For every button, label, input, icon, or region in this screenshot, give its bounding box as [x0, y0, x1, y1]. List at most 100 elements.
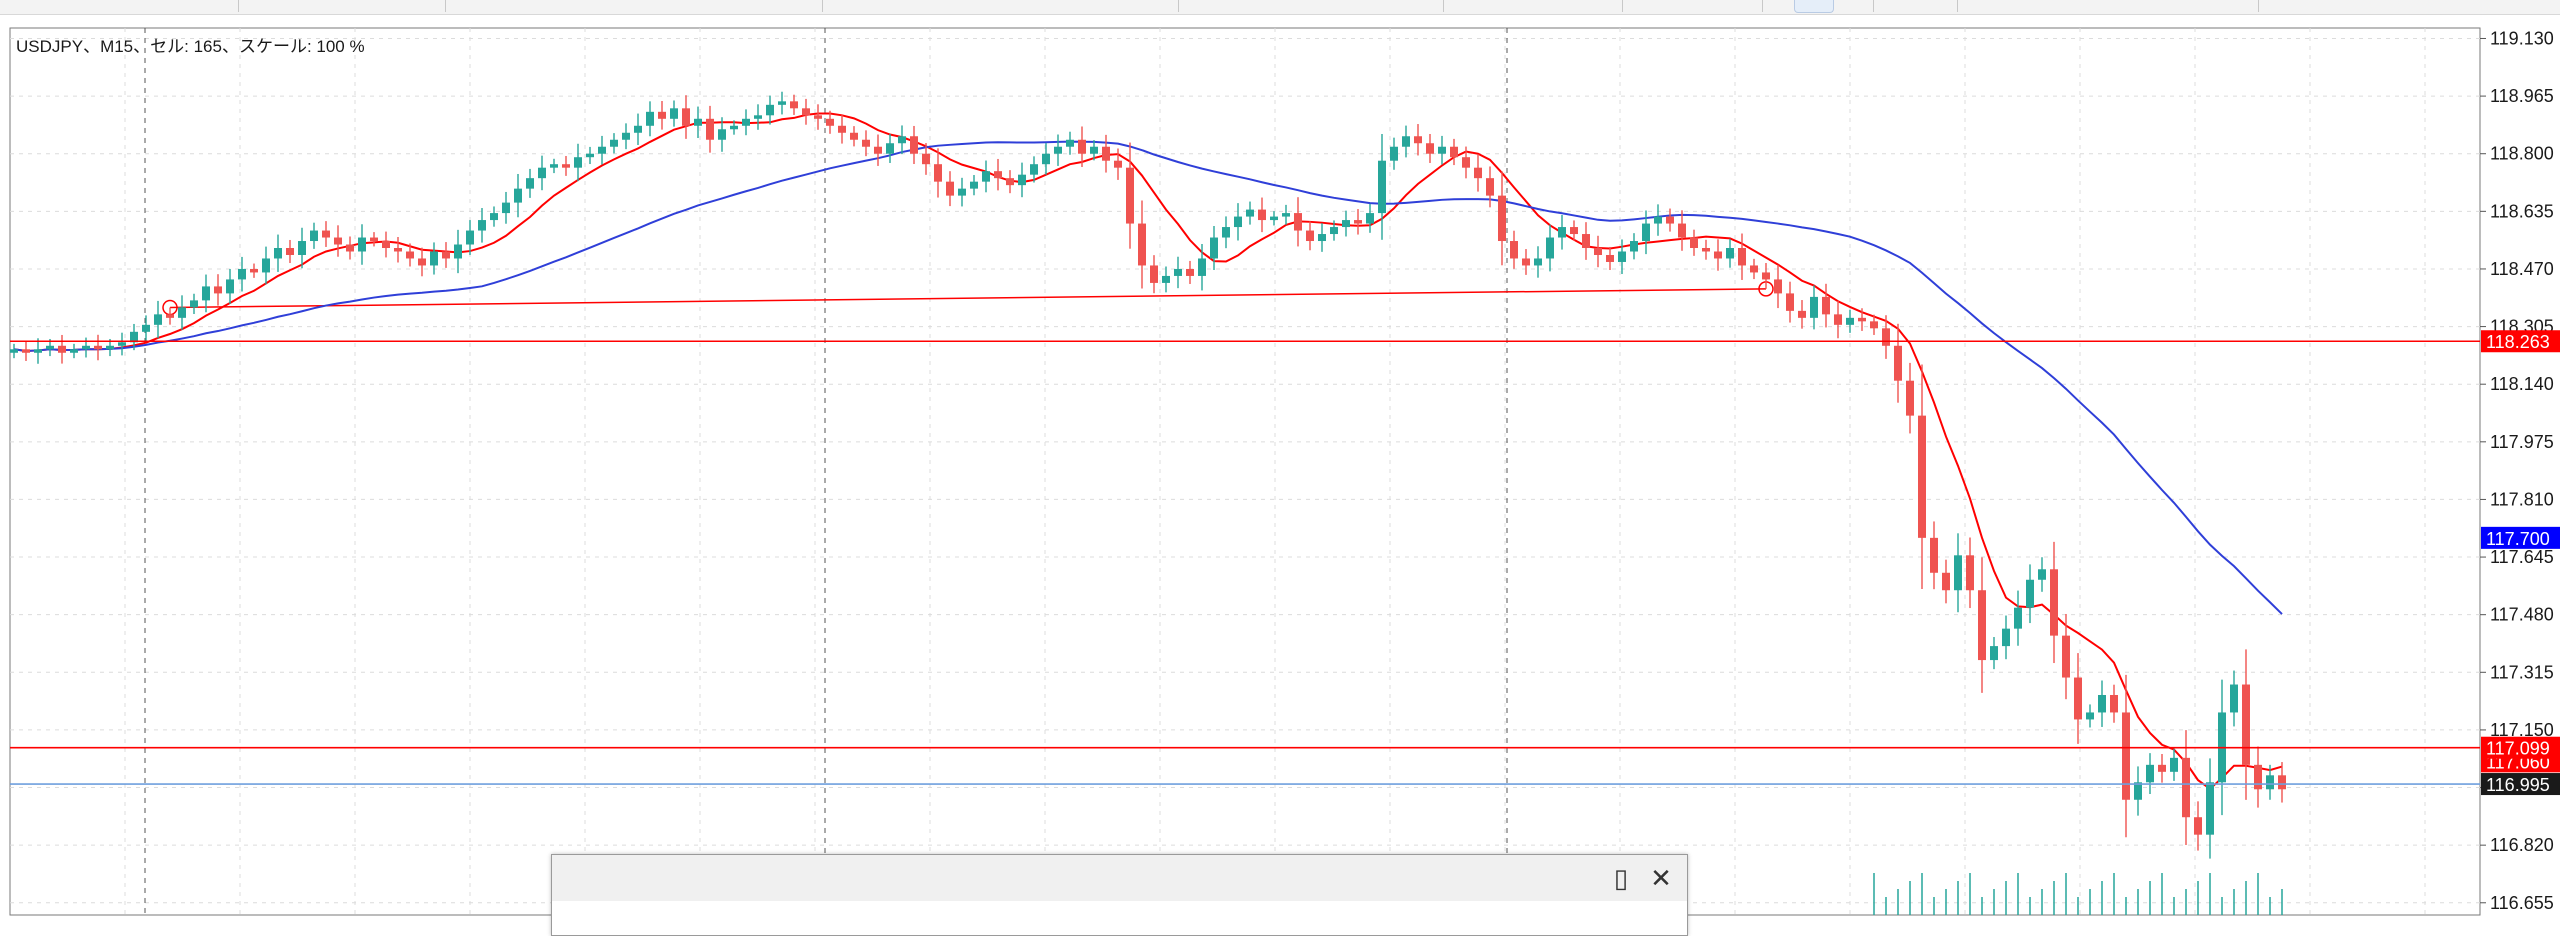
candle-body [622, 132, 630, 140]
candle-body [1762, 272, 1770, 280]
candle-body [586, 153, 594, 158]
candle-body [1354, 220, 1362, 224]
toolbar-separator [1873, 0, 1874, 12]
candle-body [322, 230, 330, 238]
candle-body [1138, 223, 1146, 266]
candle-body [1258, 209, 1266, 221]
candle-body [442, 251, 450, 259]
line-tag-label: 118.263 [2486, 332, 2550, 352]
toolbar-active-button[interactable] [1794, 0, 1834, 13]
candle-body [550, 164, 558, 168]
candle-body [874, 146, 882, 154]
candle-body [118, 342, 126, 346]
candle-body [262, 258, 270, 273]
axis-tick-label: 118.635 [2490, 201, 2554, 221]
candle-body [778, 101, 786, 105]
price-tag-label: 117.700 [2486, 529, 2550, 549]
candle-body [1894, 345, 1902, 381]
candle-body [994, 171, 1002, 179]
candle-body [898, 136, 906, 144]
candle-body [358, 237, 366, 252]
candle-body [454, 244, 462, 259]
candle-body [2122, 712, 2130, 800]
candle-body [1030, 164, 1038, 175]
candle-body [346, 244, 354, 252]
candle-body [1834, 314, 1842, 325]
candle-body [1306, 230, 1314, 242]
close-icon[interactable]: ✕ [1650, 863, 1672, 893]
candle-body [514, 188, 522, 203]
axis-tick-label: 118.140 [2490, 374, 2554, 394]
candle-body [1570, 227, 1578, 235]
candle-body [1534, 258, 1542, 266]
candle-body [382, 241, 390, 249]
candle-body [1330, 227, 1338, 235]
candle-body [1270, 216, 1278, 221]
candle-body [1198, 258, 1206, 276]
candle-body [2098, 694, 2106, 713]
candle-body [1798, 310, 1806, 318]
candle-body [1222, 227, 1230, 238]
candle-body [1954, 555, 1962, 591]
toolbar-separator [1178, 0, 1179, 12]
candle-body [1750, 265, 1758, 273]
candle-body [1978, 590, 1986, 661]
trendline-line [169, 288, 1767, 309]
dialog-header[interactable]: ▯ ✕ [552, 855, 1687, 901]
candle-body [1174, 268, 1182, 276]
candle-body [958, 188, 966, 196]
ma-slow-line [13, 140, 2283, 615]
toolbar-separator [1443, 0, 1444, 12]
candle-body [790, 101, 798, 109]
candle-body [82, 345, 90, 350]
candle-body [610, 139, 618, 147]
candle-body [190, 300, 198, 308]
candle-body [2182, 757, 2190, 818]
candle-body [2146, 764, 2154, 783]
candle-body [538, 167, 546, 179]
axis-tick-label: 117.810 [2490, 489, 2554, 509]
candle-body [250, 268, 258, 273]
axis-tick-label: 116.655 [2490, 893, 2554, 913]
candle-body [1918, 415, 1926, 538]
candle-body [826, 118, 834, 126]
candle-body [1858, 317, 1866, 322]
line-tag-label: 117.099 [2486, 739, 2550, 759]
candle-body [2158, 764, 2166, 772]
toolbar-separator [1762, 0, 1763, 12]
candle-body [1462, 157, 1470, 168]
horizontal-lines[interactable] [10, 340, 2480, 785]
axis-tick-label: 117.150 [2490, 720, 2554, 740]
candle-body [1114, 160, 1122, 168]
candle-body [1294, 213, 1302, 231]
candle-body [1378, 160, 1386, 214]
candle-body [946, 181, 954, 196]
candle-body [658, 111, 666, 119]
candle-body [94, 345, 102, 350]
candle-body [838, 125, 846, 133]
dialog-window[interactable]: ▯ ✕ [551, 854, 1688, 936]
toolbar-separator [1957, 0, 1958, 12]
candle-body [286, 248, 294, 255]
candle-body [1726, 248, 1734, 259]
candle-body [634, 125, 642, 133]
candle-body [598, 146, 606, 154]
restore-icon[interactable]: ▯ [1613, 863, 1629, 893]
candle-body [1678, 223, 1686, 238]
candle-body [1942, 572, 1950, 591]
candle-body [850, 132, 858, 140]
candle-body [1642, 223, 1650, 242]
toolbar [0, 0, 2560, 15]
candle-body [154, 314, 162, 325]
candle-body [298, 241, 306, 255]
candle-body [394, 248, 402, 252]
candle-body [1162, 275, 1170, 283]
candle-body [142, 324, 150, 332]
candle-body [1186, 268, 1194, 276]
toolbar-separator [1622, 0, 1623, 12]
candle-body [34, 349, 42, 353]
candle-body [202, 286, 210, 301]
candle-body [1042, 153, 1050, 165]
candle-body [1498, 195, 1506, 242]
